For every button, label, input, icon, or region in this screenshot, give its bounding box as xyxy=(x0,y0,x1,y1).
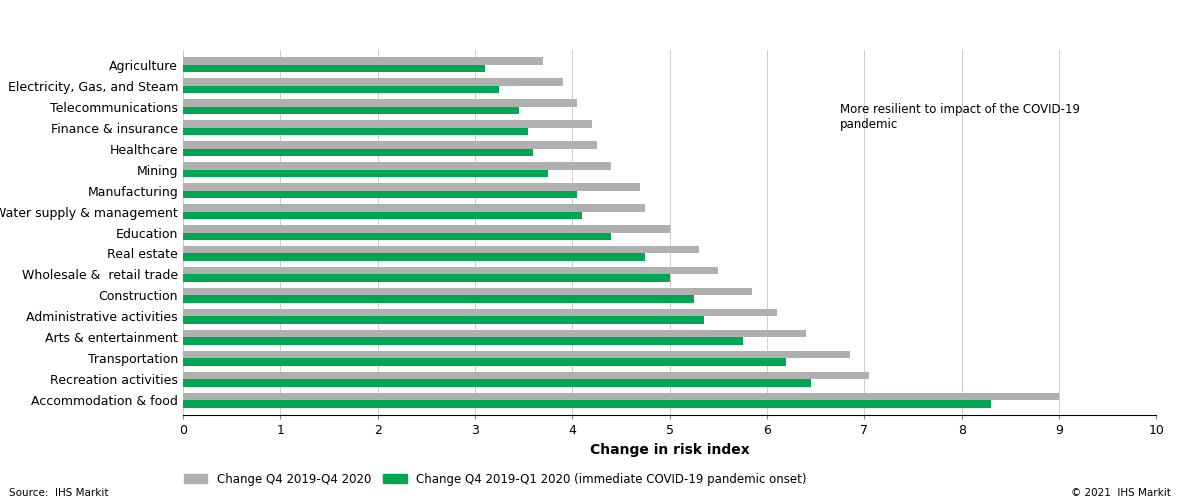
Bar xyxy=(183,212,582,219)
Text: Changes in non-payment risk index by sector in response to the COVID-19 pandemic: Changes in non-payment risk index by sec… xyxy=(9,17,709,32)
Text: © 2021  IHS Markit: © 2021 IHS Markit xyxy=(1070,488,1171,498)
Bar xyxy=(183,170,548,177)
Text: Source:  IHS Markit: Source: IHS Markit xyxy=(9,488,109,498)
Bar xyxy=(183,288,753,296)
Bar xyxy=(183,128,529,135)
Bar xyxy=(183,86,499,93)
Bar xyxy=(183,100,577,106)
Bar xyxy=(183,316,703,324)
Bar xyxy=(183,148,533,156)
Bar xyxy=(183,393,1060,400)
X-axis label: Change in risk index: Change in risk index xyxy=(590,442,749,456)
Bar xyxy=(183,274,670,282)
Bar xyxy=(183,309,776,316)
Bar xyxy=(183,58,543,64)
Bar xyxy=(183,380,811,386)
Bar xyxy=(183,64,485,72)
Bar xyxy=(183,372,870,380)
Bar xyxy=(183,400,991,407)
Bar xyxy=(183,204,645,212)
Bar xyxy=(183,190,577,198)
Bar xyxy=(183,351,850,358)
Bar xyxy=(183,232,611,240)
Bar xyxy=(183,225,670,232)
Bar xyxy=(183,254,645,261)
Bar xyxy=(183,358,787,366)
Bar xyxy=(183,246,699,254)
Bar xyxy=(183,141,597,148)
Bar xyxy=(183,296,694,303)
Bar xyxy=(183,106,519,114)
Bar xyxy=(183,338,742,344)
Bar xyxy=(183,183,641,190)
Text: More resilient to impact of the COVID-19
pandemic: More resilient to impact of the COVID-19… xyxy=(840,103,1080,131)
Legend: Change Q4 2019-Q4 2020, Change Q4 2019-Q1 2020 (immediate COVID-19 pandemic onse: Change Q4 2019-Q4 2020, Change Q4 2019-Q… xyxy=(179,468,812,491)
Bar xyxy=(183,267,719,274)
Bar xyxy=(183,330,806,338)
Bar xyxy=(183,162,611,170)
Bar xyxy=(183,120,592,128)
Bar xyxy=(183,78,563,86)
